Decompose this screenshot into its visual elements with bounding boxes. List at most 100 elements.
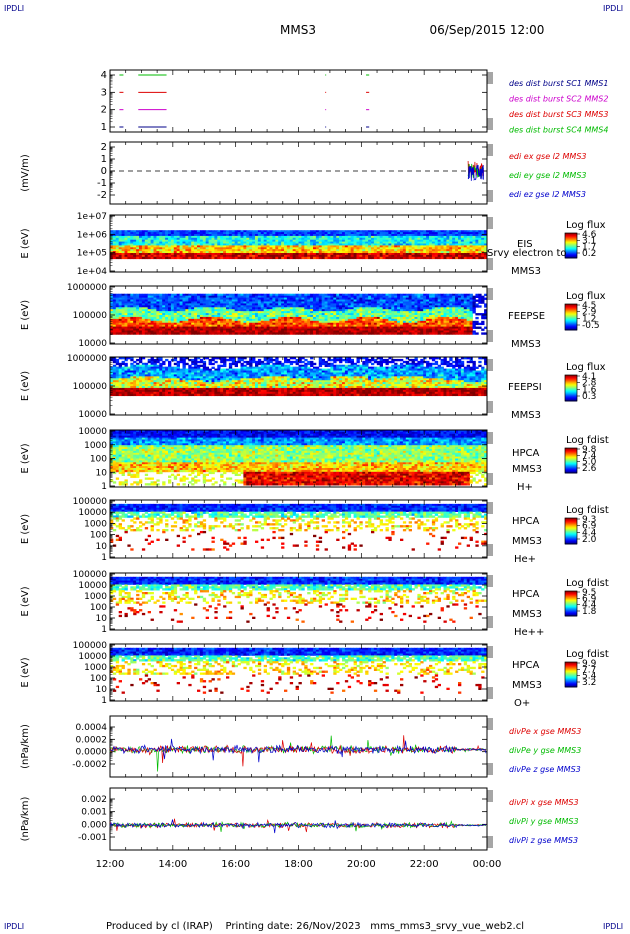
spectrogram-cell — [333, 320, 337, 324]
spectrogram-cell — [371, 311, 375, 314]
spectrogram-cell — [275, 328, 279, 331]
spectrogram-cell — [417, 324, 421, 327]
spectrogram-cell — [463, 237, 468, 241]
spectrogram-cell — [162, 243, 166, 246]
spectrogram-cell — [255, 332, 259, 335]
spectrogram-cell — [147, 256, 151, 260]
spectrogram-cell — [336, 293, 340, 297]
spectrogram-cell — [394, 297, 398, 300]
spectrogram-cell — [339, 239, 343, 242]
spectrogram-cell — [440, 320, 444, 324]
spectrogram-cell — [220, 315, 224, 318]
spectrogram-cell — [121, 307, 125, 310]
spectrogram-cell — [324, 239, 328, 242]
spectrogram-cell — [133, 295, 137, 298]
spectrogram-cell — [423, 324, 427, 327]
spectrogram-cell — [153, 256, 157, 260]
spectrogram-cell — [405, 313, 410, 316]
spectrogram-cell — [310, 230, 314, 233]
spectrogram-cell — [362, 245, 366, 248]
spectrogram-cell — [426, 235, 430, 239]
spectrogram-cell — [159, 256, 163, 260]
spectrogram-cell — [353, 301, 357, 304]
spectrogram-cell — [211, 293, 215, 297]
spectrogram-cell — [463, 232, 468, 235]
spectrogram-cell — [362, 318, 366, 322]
spectrogram-cell — [420, 297, 424, 300]
spectrogram-cell — [359, 322, 363, 326]
colorbar-cell — [565, 255, 577, 258]
spectrogram-cell — [191, 295, 195, 298]
spectrogram-cell — [170, 253, 175, 256]
spectrogram-cell — [411, 305, 415, 308]
spectrogram-cell — [458, 324, 462, 327]
spectrogram-cell — [359, 316, 363, 320]
spectrogram-cell — [272, 316, 276, 320]
spectrogram-cell — [272, 328, 276, 331]
spectrogram-cell — [141, 315, 146, 318]
spectrogram-cell — [417, 318, 421, 322]
spectrogram-cell — [185, 313, 189, 316]
spectrogram-cell — [208, 311, 212, 314]
spectrogram-cell — [318, 234, 323, 237]
spectrogram-cell — [397, 245, 401, 248]
spectrogram-cell — [202, 309, 207, 312]
spectrogram-cell — [321, 295, 325, 298]
spectrogram-cell — [359, 237, 363, 241]
spectrogram-cell — [460, 332, 465, 335]
spectrogram-cell — [197, 326, 201, 329]
spectrogram-cell — [176, 320, 180, 324]
spectrogram-cell — [321, 307, 325, 310]
spectrogram-cell — [289, 241, 294, 244]
spectrogram-cell — [350, 326, 354, 329]
spectrogram-cell — [257, 230, 262, 233]
spectrogram-cell — [411, 249, 415, 252]
spectrogram-cell — [431, 332, 436, 335]
spectrogram-cell — [199, 311, 204, 314]
spectrogram-cell — [170, 305, 175, 308]
spectrogram-cell — [347, 253, 352, 256]
spectrogram-cell — [182, 232, 186, 235]
spectrogram-cell — [118, 328, 122, 331]
spectrogram-cell — [315, 328, 320, 331]
spectrogram-cell — [278, 330, 282, 333]
spectrogram-cell — [443, 256, 447, 260]
spectrogram-cell — [133, 330, 137, 333]
spectrogram-cell — [182, 322, 186, 326]
spectrogram-cell — [141, 232, 146, 235]
spectrogram-cell — [385, 328, 389, 331]
spectrogram-cell — [402, 299, 407, 302]
spectrogram-cell — [469, 324, 473, 327]
spectrogram-cell — [353, 232, 357, 235]
spectrogram-cell — [194, 326, 198, 329]
spectrogram-cell — [356, 332, 360, 335]
spectrogram-cell — [385, 239, 389, 242]
spectrogram-cell — [165, 315, 169, 318]
spectrogram-cell — [304, 241, 308, 244]
spectrogram-cell — [478, 230, 482, 233]
spectrogram-cell — [371, 293, 375, 297]
spectrogram-cell — [431, 322, 436, 326]
spectrogram-cell — [347, 311, 352, 314]
spectrogram-cell — [278, 293, 282, 297]
spectrogram-cell — [202, 249, 207, 252]
spectrogram-cell — [455, 318, 459, 322]
spectrogram-cell — [246, 320, 250, 324]
spectrogram-cell — [118, 230, 122, 233]
spectrogram-cell — [391, 307, 395, 310]
spectrogram-cell — [179, 299, 183, 302]
spectrogram-cell — [281, 330, 285, 333]
spectrogram-cell — [481, 247, 485, 250]
spectrogram-cell — [400, 324, 404, 327]
spectrogram-cell — [115, 301, 120, 304]
spectrogram-cell — [449, 311, 453, 314]
spectrogram-cell — [255, 330, 259, 333]
spectrogram-cell — [234, 318, 238, 322]
spectrogram-cell — [243, 328, 247, 331]
spectrogram-cell — [371, 230, 375, 233]
spectrogram-cell — [313, 230, 317, 233]
burst-legend-entry: des dist burst SC1 MMS1 — [509, 79, 608, 88]
spectrogram-cell — [150, 234, 154, 237]
spectrogram-cell — [440, 326, 444, 329]
spectrogram-cell — [449, 301, 453, 304]
